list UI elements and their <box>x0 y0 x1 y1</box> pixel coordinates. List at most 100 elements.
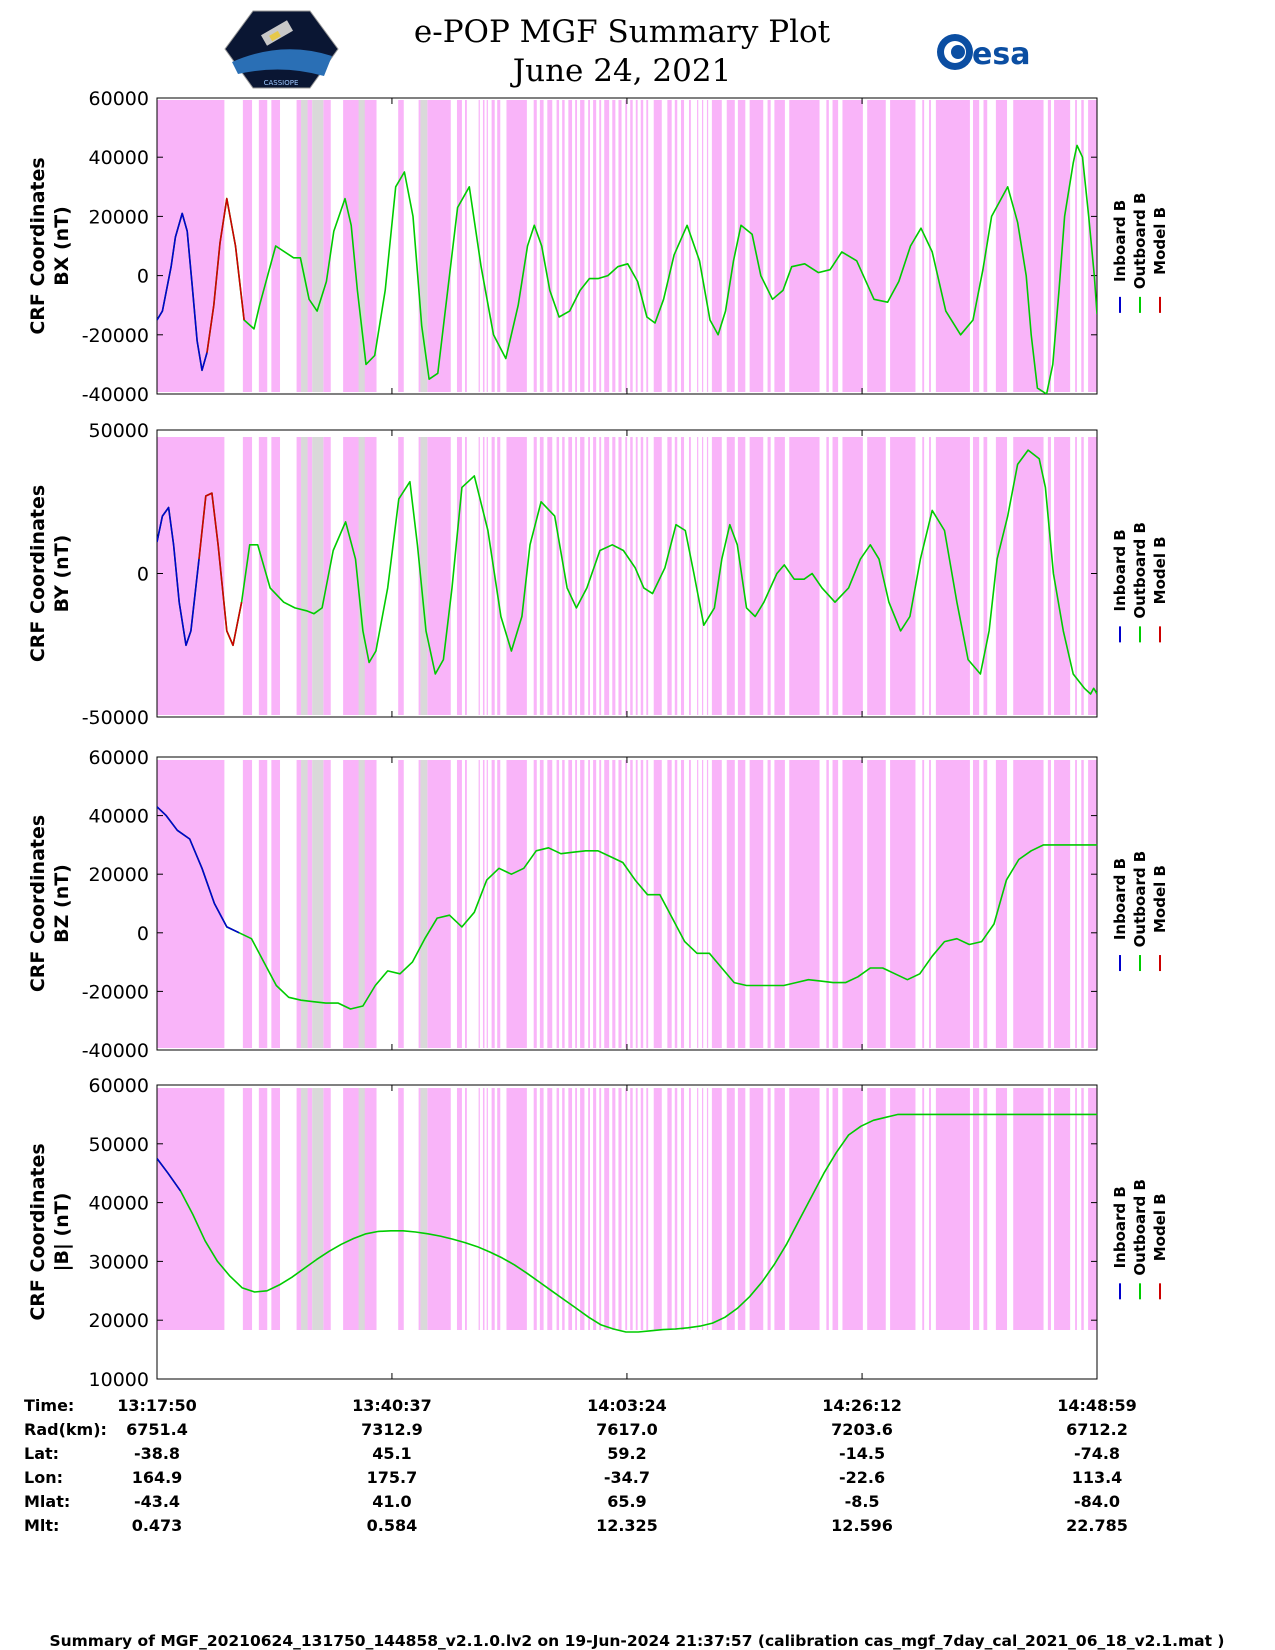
pink-shade-interval <box>258 1088 268 1330</box>
pink-shade-interval <box>588 100 590 392</box>
ephemeris-value: 164.9 <box>132 1468 183 1487</box>
pink-shade-interval <box>701 437 704 715</box>
pink-shade-interval <box>593 760 597 1048</box>
pink-shade-interval <box>688 437 691 715</box>
pink-shade-interval <box>1081 760 1084 1048</box>
pink-shade-interval <box>646 760 649 1048</box>
pink-shade-interval <box>789 760 820 1048</box>
pink-shade-interval <box>653 100 662 392</box>
pink-shade-interval <box>625 1088 628 1330</box>
pink-shade-interval <box>832 760 839 1048</box>
pink-shade-interval <box>242 760 253 1048</box>
series-lines <box>157 1113 1097 1333</box>
pink-shade-interval <box>749 1088 764 1330</box>
pink-shade-interval <box>867 760 886 1048</box>
pink-shade-interval <box>486 1088 488 1330</box>
pink-shade-interval <box>271 437 281 715</box>
shaded-intervals <box>157 760 1097 1048</box>
pink-shade-interval <box>890 437 916 715</box>
time-axis-table: Time: Rad(km): Lat: Lon: Mlat: Mlt: 13:17:50 67… <box>24 1396 1137 1535</box>
pink-shade-interval <box>456 760 462 1048</box>
pink-shade-interval <box>630 437 633 715</box>
pink-shade-interval <box>935 100 970 392</box>
pink-shade-interval <box>506 1088 527 1330</box>
y-tick-label: -20000 <box>82 325 149 347</box>
pink-shade-interval <box>588 1088 590 1330</box>
pink-shade-interval <box>625 100 628 392</box>
pink-shade-interval <box>323 1088 331 1330</box>
pink-shade-interval <box>674 760 678 1048</box>
pink-shade-interval <box>890 1088 916 1330</box>
ephemeris-value: 59.2 <box>607 1444 646 1463</box>
gray-shade-interval <box>312 437 324 715</box>
y-tick-label: -40000 <box>82 1040 149 1062</box>
pink-shade-interval <box>482 1088 485 1330</box>
y-tick-label: 0 <box>137 564 149 586</box>
pink-shade-interval <box>539 1088 544 1330</box>
y-tick-label: 20000 <box>89 1310 149 1332</box>
ephemeris-row-label: Mlat: <box>24 1492 70 1511</box>
pink-shade-interval <box>1088 1088 1097 1330</box>
ephemeris-value: 65.9 <box>607 1492 646 1511</box>
pink-shade-interval <box>630 1088 633 1330</box>
y-tick-label: -40000 <box>82 384 149 406</box>
pink-shade-interval <box>1013 437 1044 715</box>
pink-shade-interval <box>711 100 722 392</box>
pink-shade-interval <box>832 437 839 715</box>
gray-shade-interval <box>312 1088 324 1330</box>
ephemeris-value: -74.8 <box>1074 1444 1120 1463</box>
pink-shade-interval <box>625 760 628 1048</box>
cassiope-logo: CASSIOPE <box>224 10 339 89</box>
pink-shade-interval <box>1047 760 1051 1048</box>
pink-shade-interval <box>701 100 704 392</box>
pink-shade-interval <box>418 437 421 715</box>
legend-label-model: Model B <box>1151 1193 1169 1261</box>
y-tick-label: 20000 <box>89 864 149 886</box>
pink-shade-interval <box>842 1088 863 1330</box>
pink-shade-interval <box>737 100 746 392</box>
pink-shade-interval <box>556 437 560 715</box>
pink-shade-interval <box>635 1088 638 1330</box>
pink-shade-interval <box>625 437 628 715</box>
pink-shade-interval <box>562 760 565 1048</box>
pink-shade-interval <box>307 437 313 715</box>
pink-shade-interval <box>547 1088 553 1330</box>
pink-shade-interval <box>737 1088 746 1330</box>
esa-logo: esa <box>937 34 1030 72</box>
pink-shade-interval <box>789 100 820 392</box>
pink-shade-interval <box>680 760 685 1048</box>
gray-shade-interval <box>358 1088 365 1330</box>
gray-shade-interval <box>301 760 308 1048</box>
pink-shade-interval <box>593 437 597 715</box>
gray-shade-interval <box>312 100 324 392</box>
pink-shade-interval <box>580 760 585 1048</box>
pink-shade-interval <box>922 760 925 1048</box>
pink-shade-interval <box>1013 1088 1044 1330</box>
pink-shade-interval <box>1054 760 1071 1048</box>
pink-shade-interval <box>1047 1088 1051 1330</box>
pink-shade-interval <box>767 100 771 392</box>
pink-shade-interval <box>1054 437 1071 715</box>
ephemeris-value: 113.4 <box>1072 1468 1123 1487</box>
pink-shade-interval <box>271 1088 281 1330</box>
pink-shade-interval <box>618 1088 622 1330</box>
pink-shade-interval <box>398 100 404 392</box>
pink-shade-interval <box>427 100 451 392</box>
y-tick-label: 60000 <box>89 88 149 110</box>
pink-shade-interval <box>726 437 735 715</box>
pink-shade-interval <box>1075 100 1077 392</box>
pink-shade-interval <box>547 760 553 1048</box>
pink-shade-interval <box>604 437 610 715</box>
pink-shade-interval <box>242 437 253 715</box>
pink-shade-interval <box>640 437 644 715</box>
y-axis-label: CRF Coordinates <box>27 1143 49 1320</box>
pink-shade-interval <box>680 1088 685 1330</box>
pink-shade-interval <box>568 760 573 1048</box>
page-date: June 24, 2021 <box>510 53 732 89</box>
pink-shade-interval <box>482 437 485 715</box>
pink-shade-interval <box>1075 760 1077 1048</box>
pink-shade-interval <box>973 100 980 392</box>
pink-shade-interval <box>599 100 602 392</box>
ephemeris-value: 14:03:24 <box>587 1396 667 1415</box>
pink-shade-interval <box>599 1088 602 1330</box>
